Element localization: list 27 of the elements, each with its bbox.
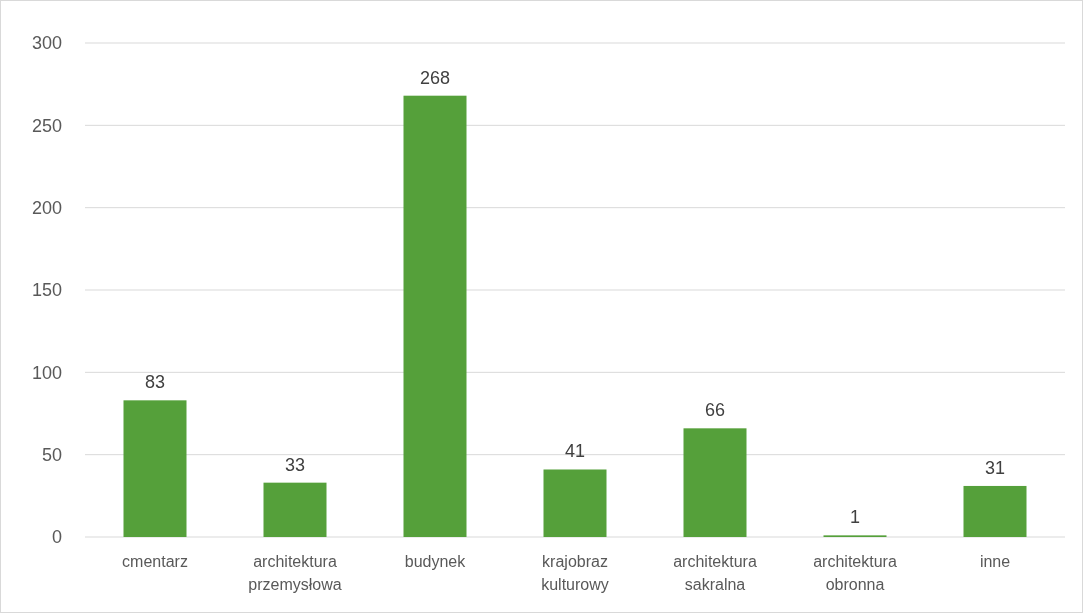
x-tick-label: architektura przemysłowa (248, 553, 342, 593)
data-label: 41 (564, 441, 586, 462)
data-label: 268 (419, 67, 451, 88)
data-label: 66 (704, 400, 726, 421)
x-tick-label: architektura obronna (813, 553, 897, 593)
bar (263, 482, 327, 537)
y-tick-label: 100 (31, 362, 62, 383)
x-tick-label: budynek (404, 553, 467, 570)
bar (403, 95, 467, 537)
x-tick-label: inne (979, 553, 1011, 570)
data-label: 31 (984, 457, 1006, 478)
y-tick-label: 50 (41, 444, 62, 465)
bar (123, 400, 187, 537)
bar (683, 428, 747, 537)
y-tick-label: 300 (31, 33, 62, 54)
y-tick-label: 0 (51, 527, 62, 548)
data-label: 83 (144, 372, 166, 393)
x-tick-label: architektura sakralna (673, 553, 757, 593)
y-tick-label: 250 (31, 115, 62, 136)
y-tick-label: 200 (31, 197, 62, 218)
y-tick-label: 150 (31, 280, 62, 301)
x-tick-label: cmentarz (122, 553, 188, 570)
data-label: 1 (849, 507, 861, 528)
bar (543, 469, 607, 537)
x-tick-label: krajobraz kulturowy (541, 553, 609, 593)
data-label: 33 (284, 454, 306, 475)
bar (963, 485, 1027, 537)
